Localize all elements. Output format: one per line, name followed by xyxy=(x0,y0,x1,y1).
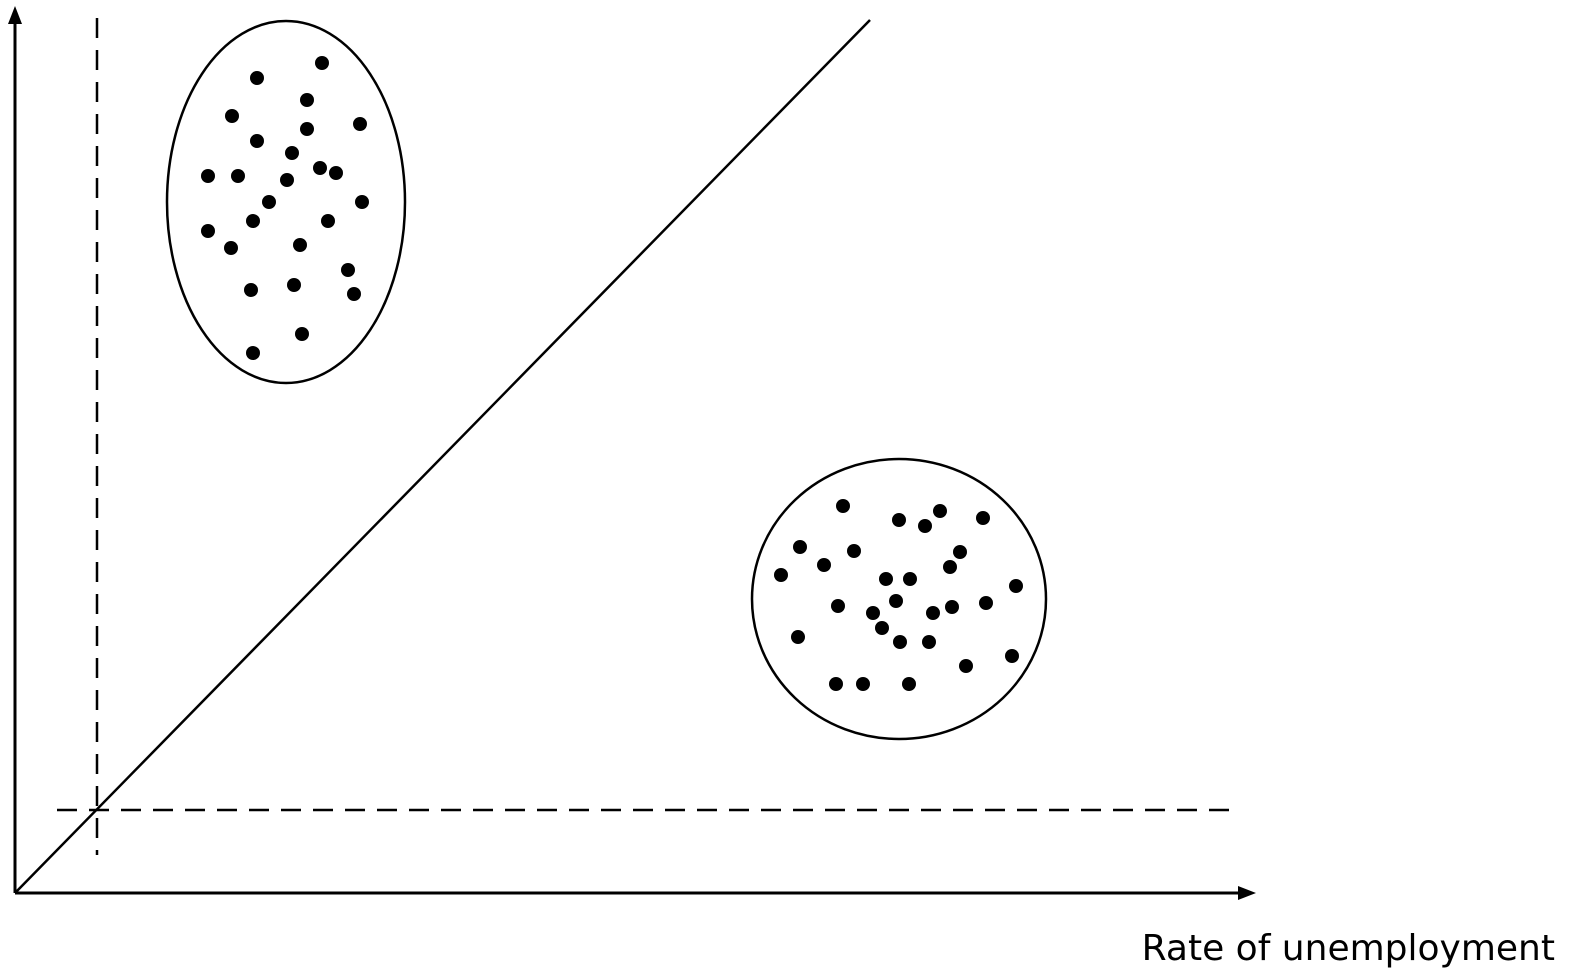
upper-left-cluster-dot-20 xyxy=(293,238,307,252)
lower-right-cluster-dot-15 xyxy=(889,594,903,608)
lower-right-cluster-dot-3 xyxy=(892,513,906,527)
upper-left-cluster-dot-22 xyxy=(287,278,301,292)
lower-right-cluster-dot-1 xyxy=(836,499,850,513)
lower-right-cluster-dot-16 xyxy=(979,596,993,610)
lower-right-cluster-dot-29 xyxy=(902,677,916,691)
upper-left-cluster-dot-19 xyxy=(224,241,238,255)
upper-left-cluster-dot-13 xyxy=(280,173,294,187)
lower-right-cluster-dot-14 xyxy=(1009,579,1023,593)
upper-left-cluster-dot-23 xyxy=(244,283,258,297)
upper-left-cluster-dot-18 xyxy=(201,224,215,238)
lower-right-cluster-dot-24 xyxy=(922,635,936,649)
upper-left-cluster-dot-4 xyxy=(225,109,239,123)
lower-right-cluster-dot-27 xyxy=(829,677,843,691)
lower-right-cluster-dot-22 xyxy=(791,630,805,644)
upper-left-cluster-dot-11 xyxy=(201,169,215,183)
lower-right-cluster-dot-17 xyxy=(831,599,845,613)
lower-right-cluster-dot-18 xyxy=(945,600,959,614)
lower-right-cluster-dot-7 xyxy=(847,544,861,558)
lower-right-cluster-dot-13 xyxy=(903,572,917,586)
x-axis-label: Rate of unemployment xyxy=(1142,928,1555,969)
lower-right-cluster-dot-23 xyxy=(893,635,907,649)
diagonal-line xyxy=(14,19,871,894)
upper-left-cluster-dot-21 xyxy=(341,263,355,277)
lower-right-cluster-dot-5 xyxy=(976,511,990,525)
upper-left-cluster-dot-1 xyxy=(315,56,329,70)
cluster-dots-lower-right xyxy=(774,499,1023,691)
cluster-ellipse-upper-left xyxy=(165,19,407,385)
upper-left-cluster-dot-24 xyxy=(347,287,361,301)
lower-right-cluster-dot-6 xyxy=(793,540,807,554)
upper-left-cluster-dot-26 xyxy=(246,346,260,360)
lower-right-cluster-dot-11 xyxy=(774,568,788,582)
upper-left-cluster-dot-2 xyxy=(250,71,264,85)
upper-left-cluster-dot-15 xyxy=(355,195,369,209)
lower-right-cluster-dot-25 xyxy=(1005,649,1019,663)
lower-right-cluster-dot-8 xyxy=(953,545,967,559)
lower-right-cluster-dot-10 xyxy=(943,560,957,574)
upper-left-cluster-dot-12 xyxy=(231,169,245,183)
upper-left-cluster-dot-6 xyxy=(300,122,314,136)
lower-right-cluster-dot-19 xyxy=(866,606,880,620)
upper-left-cluster-dot-8 xyxy=(285,146,299,160)
upper-left-cluster-dot-25 xyxy=(295,327,309,341)
y-axis-arrowhead xyxy=(8,6,22,24)
lower-right-cluster-dot-12 xyxy=(879,572,893,586)
upper-left-cluster-dot-14 xyxy=(262,195,276,209)
lower-right-cluster-dot-2 xyxy=(933,504,947,518)
upper-left-cluster-dot-16 xyxy=(246,214,260,228)
upper-left-cluster-dot-17 xyxy=(321,214,335,228)
upper-left-cluster-dot-9 xyxy=(313,161,327,175)
cluster-dots-upper-left xyxy=(201,56,369,360)
cluster-circle-lower-right xyxy=(750,457,1048,741)
lower-right-cluster-dot-26 xyxy=(959,659,973,673)
upper-left-cluster-dot-5 xyxy=(353,117,367,131)
upper-left-cluster-dot-3 xyxy=(300,93,314,107)
upper-left-cluster-dot-7 xyxy=(250,134,264,148)
lower-right-cluster-dot-21 xyxy=(875,621,889,635)
lower-right-cluster-dot-4 xyxy=(918,519,932,533)
upper-left-cluster-dot-10 xyxy=(329,166,343,180)
x-axis-arrowhead xyxy=(1238,886,1256,900)
lower-right-cluster-dot-9 xyxy=(817,558,831,572)
lower-right-cluster-dot-28 xyxy=(856,677,870,691)
lower-right-cluster-dot-20 xyxy=(926,606,940,620)
